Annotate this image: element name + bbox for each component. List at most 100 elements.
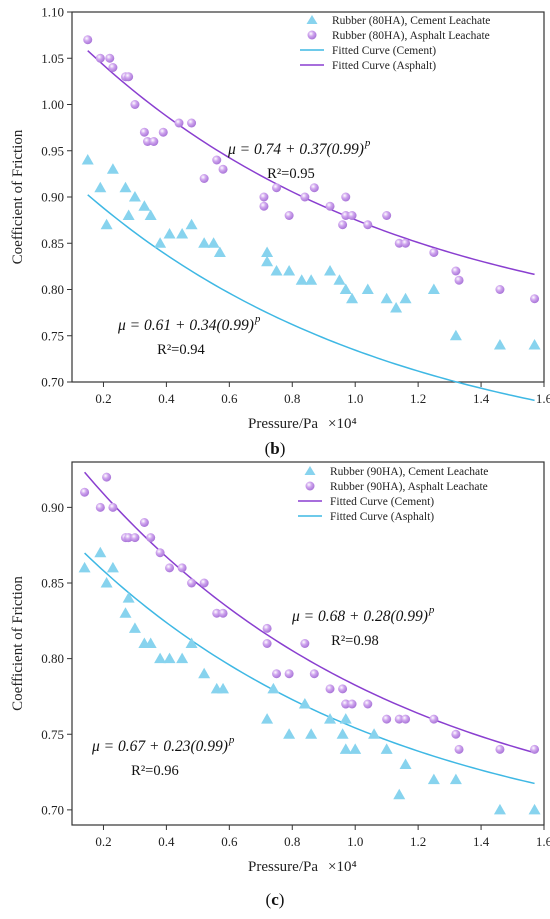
- panel-label-close: ): [280, 439, 286, 458]
- y-tick-label: 0.75: [41, 727, 64, 742]
- y-tick-label: 1.10: [41, 5, 64, 20]
- panel-label-open: (: [265, 439, 271, 458]
- panel-label: (b): [265, 439, 286, 458]
- legend-swatch-sphere: [307, 30, 317, 40]
- x-tick-label: 1.2: [410, 391, 426, 406]
- data-point-triangle: [119, 181, 132, 193]
- data-point-triangle: [106, 163, 119, 174]
- data-point-sphere: [495, 285, 505, 294]
- data-point-triangle: [333, 274, 346, 285]
- data-point-triangle: [100, 577, 113, 588]
- x-tick-label: 0.4: [158, 834, 175, 849]
- data-point-triangle: [176, 228, 189, 239]
- data-point-triangle: [305, 274, 318, 285]
- fit-r2: R²=0.98: [331, 633, 379, 649]
- data-point-triangle: [346, 292, 359, 304]
- data-point-sphere: [530, 744, 540, 754]
- data-point-triangle: [283, 265, 296, 276]
- data-point-sphere: [309, 669, 319, 679]
- x-tick-label: 0.2: [95, 834, 111, 849]
- data-point-triangle: [349, 743, 362, 754]
- data-point-sphere: [139, 127, 149, 137]
- data-point-triangle: [528, 339, 541, 350]
- data-point-triangle: [198, 667, 211, 679]
- data-point-sphere: [158, 127, 168, 137]
- data-point-triangle: [324, 713, 337, 724]
- data-point-sphere: [382, 714, 392, 724]
- data-point-sphere: [262, 639, 272, 648]
- data-point-triangle: [339, 713, 352, 724]
- fit-curve-cement: [87, 194, 535, 402]
- legend-label: Fitted Curve (Asphalt): [332, 60, 436, 72]
- data-point-sphere: [530, 294, 540, 304]
- chart-panel-b: 0.2 0.4 0.6 0.8 1.0 1.2 1.4 1.6 0.70 0.75 0.80 0.85…: [10, 5, 550, 459]
- fit-r2: R²=0.94: [157, 342, 205, 358]
- data-point-sphere: [95, 502, 105, 512]
- y-tick-label: 0.75: [41, 328, 64, 343]
- data-point-sphere: [259, 201, 269, 211]
- x-axis-title: Pressure/Pa: [248, 416, 318, 432]
- x-tick-label: 0.4: [158, 391, 175, 406]
- data-point-triangle: [128, 622, 141, 633]
- data-point-sphere: [341, 211, 351, 220]
- data-point-triangle: [261, 246, 274, 257]
- fit-equation: μ = 0.74 + 0.37(0.99): [227, 141, 364, 158]
- data-point-sphere: [143, 137, 153, 146]
- y-tick-label: 0.85: [41, 236, 64, 251]
- x-axis-title: Pressure/Pa: [248, 859, 318, 875]
- fit-equation-exponent: p: [364, 137, 371, 149]
- data-point-triangle: [176, 652, 189, 664]
- data-point-triangle: [305, 728, 318, 739]
- legend-label: Rubber (90HA), Asphalt Leachate: [330, 481, 488, 493]
- panel-label-letter: c: [271, 890, 279, 909]
- data-point-triangle: [94, 546, 107, 558]
- legend-label: Fitted Curve (Asphalt): [330, 511, 434, 523]
- data-point-sphere: [149, 137, 159, 146]
- data-point-sphere: [102, 472, 112, 482]
- data-point-triangle: [100, 218, 113, 230]
- legend-label: Rubber (80HA), Cement Leachate: [332, 15, 490, 27]
- panel-label-letter: b: [270, 439, 279, 458]
- data-point-sphere: [325, 684, 335, 694]
- x-tick-label: 1.6: [536, 834, 550, 849]
- data-point-sphere: [429, 714, 439, 724]
- data-point-sphere: [218, 608, 228, 618]
- data-point-triangle: [295, 274, 308, 285]
- data-point-sphere: [199, 174, 209, 183]
- data-point-triangle: [94, 181, 107, 193]
- y-tick-label: 0.80: [41, 282, 64, 297]
- data-point-triangle: [198, 237, 211, 248]
- x-tick-label: 0.6: [221, 391, 238, 406]
- data-point-sphere: [272, 669, 282, 679]
- data-point-triangle: [427, 773, 440, 785]
- data-point-triangle: [185, 637, 198, 648]
- data-point-triangle: [361, 283, 374, 294]
- data-point-sphere: [382, 211, 392, 220]
- data-point-triangle: [298, 698, 311, 709]
- data-point-sphere: [174, 118, 184, 128]
- data-point-sphere: [454, 275, 464, 285]
- data-point-sphere: [347, 211, 357, 220]
- data-point-sphere: [95, 53, 105, 63]
- fit-equation: μ = 0.67 + 0.23(0.99): [91, 738, 228, 755]
- fit-equation-exponent: p: [228, 734, 235, 746]
- data-point-triangle: [399, 292, 412, 304]
- data-point-triangle: [324, 265, 337, 276]
- data-point-sphere: [177, 563, 187, 573]
- data-point-sphere: [325, 201, 335, 211]
- fit-r2: R²=0.95: [267, 166, 315, 182]
- panel-label: (c): [266, 890, 285, 909]
- fit-equation: μ = 0.68 + 0.28(0.99): [291, 608, 428, 625]
- x-axis-scale: ×10⁴: [328, 859, 357, 875]
- data-point-sphere: [309, 183, 319, 193]
- data-point-triangle: [144, 637, 157, 648]
- data-point-triangle: [154, 652, 167, 664]
- x-tick-label: 0.8: [284, 834, 300, 849]
- x-axis-scale: ×10⁴: [328, 416, 357, 432]
- data-point-triangle: [163, 228, 176, 239]
- panel-label-close: ): [279, 890, 285, 909]
- data-point-sphere: [262, 623, 272, 633]
- fit-equation: μ = 0.61 + 0.34(0.99): [117, 317, 254, 334]
- data-point-triangle: [449, 773, 462, 785]
- x-tick-label: 0.2: [95, 391, 111, 406]
